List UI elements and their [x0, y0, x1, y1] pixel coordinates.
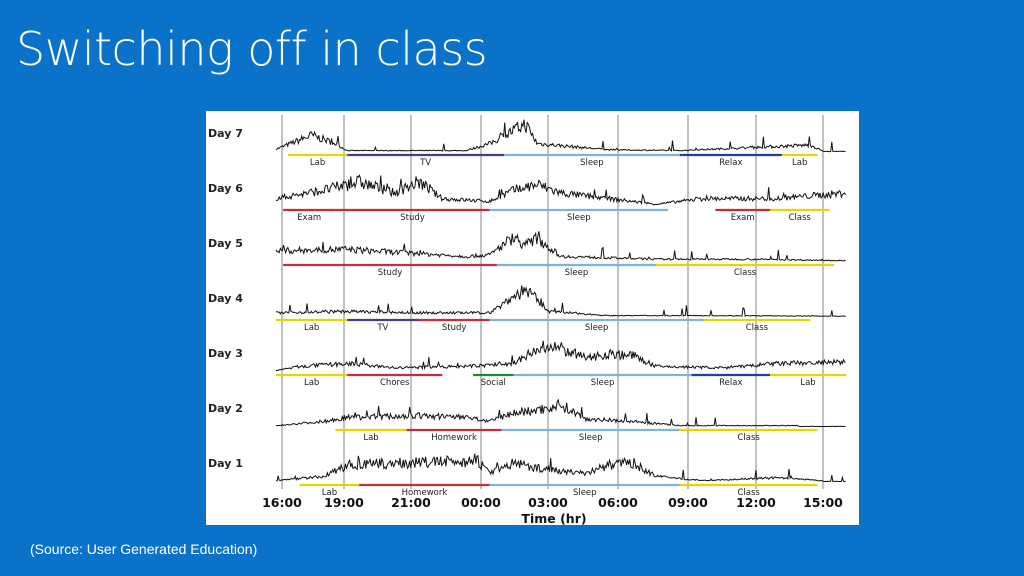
day-label: Day 4: [208, 292, 243, 305]
day-row: Day 5 Study Sleep Class: [208, 231, 846, 278]
activity-label: Sleep: [580, 158, 604, 168]
activity-label: Lab: [792, 158, 807, 168]
activity-trace: [275, 119, 846, 153]
x-axis-title: Time (hr): [521, 511, 586, 525]
x-tick-label: 12:00: [736, 495, 776, 510]
activity-label: Homework: [431, 433, 477, 443]
day-label: Day 6: [208, 182, 243, 195]
day-label: Day 2: [208, 402, 243, 415]
activity-label: Class: [746, 323, 769, 333]
activity-label: Lab: [800, 378, 815, 388]
x-tick-label: 19:00: [324, 495, 364, 510]
activity-label: TV: [419, 158, 431, 168]
day-label: Day 5: [208, 237, 243, 250]
activity-chart: Day 7 Lab TV Sleep Relax Lab Day 6 Exam Study Sle…: [206, 111, 859, 525]
activity-label: Social: [481, 378, 506, 388]
activity-label: Class: [737, 488, 760, 498]
activity-label: Study: [400, 213, 425, 223]
activity-label: Sleep: [573, 488, 597, 498]
x-tick-label: 06:00: [598, 495, 638, 510]
day-row: Day 2 Lab Homework Sleep Class: [208, 398, 846, 443]
activity-trace: [275, 453, 846, 483]
activity-label: Lab: [363, 433, 378, 443]
x-tick-label: 00:00: [461, 495, 501, 510]
activity-label: Lab: [310, 158, 325, 168]
activity-label: Relax: [719, 378, 742, 388]
activity-label: Class: [737, 433, 760, 443]
activity-label: Lab: [304, 378, 319, 388]
activity-label: Sleep: [591, 378, 615, 388]
activity-label: Exam: [297, 213, 321, 223]
day-row: Day 7 Lab TV Sleep Relax Lab: [208, 119, 846, 168]
activity-label: TV: [376, 323, 388, 333]
day-label: Day 3: [208, 347, 243, 360]
activity-label: Study: [442, 323, 467, 333]
activity-label: Sleep: [567, 213, 591, 223]
activity-label: Lab: [322, 488, 337, 498]
activity-label: Sleep: [565, 268, 589, 278]
day-row: Day 1 Lab Homework Sleep Class: [208, 453, 846, 498]
day-label: Day 1: [208, 457, 243, 470]
activity-trace: [275, 340, 846, 372]
x-tick-label: 03:00: [528, 495, 568, 510]
activity-label: Lab: [304, 323, 319, 333]
activity-trace: [275, 231, 846, 262]
activity-label: Sleep: [579, 433, 603, 443]
activity-label: Chores: [380, 378, 410, 388]
activity-label: Class: [734, 268, 757, 278]
activity-trace: [275, 174, 847, 206]
activity-trace: [275, 398, 846, 428]
activity-label: Sleep: [585, 323, 609, 333]
x-tick-label: 09:00: [668, 495, 708, 510]
source-caption: (Source: User Generated Education): [30, 541, 258, 557]
x-tick-label: 16:00: [262, 495, 302, 510]
activity-label: Study: [378, 268, 403, 278]
day-row: Day 4 Lab TV Study Sleep Class: [208, 285, 846, 333]
day-row: Day 6 Exam Study Sleep Exam Class: [208, 174, 847, 223]
day-label: Day 7: [208, 127, 243, 140]
x-tick-label: 15:00: [803, 495, 843, 510]
day-row: Day 3 Lab Chores Social Sleep Relax Lab: [208, 340, 846, 388]
activity-label: Homework: [402, 488, 448, 498]
activity-trace: [275, 285, 846, 317]
activity-label: Class: [789, 213, 812, 223]
activity-chart-svg: Day 7 Lab TV Sleep Relax Lab Day 6 Exam Study Sle…: [208, 115, 847, 525]
activity-label: Relax: [719, 158, 742, 168]
activity-label: Exam: [731, 213, 755, 223]
slide-title: Switching off in class: [16, 22, 488, 76]
x-tick-label: 21:00: [391, 495, 431, 510]
